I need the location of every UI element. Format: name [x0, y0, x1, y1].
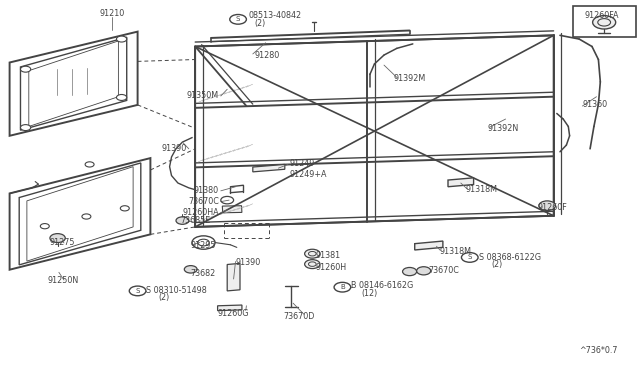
Text: 91210: 91210 [99, 9, 125, 17]
Circle shape [593, 16, 616, 29]
Text: 91295: 91295 [191, 241, 216, 250]
Text: 91380: 91380 [194, 186, 219, 195]
Text: (2): (2) [255, 19, 266, 28]
Text: 91381: 91381 [316, 251, 340, 260]
Circle shape [184, 266, 197, 273]
Circle shape [129, 286, 146, 296]
Text: 91260FA: 91260FA [584, 11, 619, 20]
Circle shape [116, 94, 127, 100]
Text: 91260G: 91260G [218, 309, 250, 318]
Circle shape [403, 267, 417, 276]
Text: ^736*0.7: ^736*0.7 [579, 346, 618, 355]
Text: 91392N: 91392N [488, 124, 519, 133]
Text: (2): (2) [492, 260, 503, 269]
Text: 91360: 91360 [582, 100, 607, 109]
Circle shape [334, 282, 351, 292]
Text: 73670D: 73670D [284, 312, 316, 321]
Circle shape [116, 36, 127, 42]
Text: S: S [236, 16, 240, 22]
Text: 91318M: 91318M [466, 185, 498, 194]
Polygon shape [227, 263, 240, 291]
Text: 91280: 91280 [255, 51, 280, 60]
Text: B: B [340, 284, 345, 290]
Text: 73670C: 73670C [188, 197, 219, 206]
Text: 91249+A: 91249+A [289, 170, 327, 179]
Bar [573, 6, 636, 37]
Circle shape [20, 125, 31, 131]
Text: B 08146-6162G: B 08146-6162G [351, 281, 413, 290]
Polygon shape [253, 164, 285, 172]
Polygon shape [448, 178, 474, 187]
Text: 91249: 91249 [289, 159, 315, 168]
Text: (12): (12) [362, 289, 378, 298]
Polygon shape [415, 241, 443, 250]
Circle shape [50, 234, 65, 243]
Circle shape [417, 267, 431, 275]
Text: 91260HA: 91260HA [182, 208, 219, 217]
Text: 73685E: 73685E [180, 216, 211, 225]
Text: S: S [468, 254, 472, 260]
Text: 91392M: 91392M [394, 74, 426, 83]
Text: 91390: 91390 [162, 144, 187, 153]
Text: 08513-40842: 08513-40842 [248, 11, 301, 20]
Text: 91275: 91275 [50, 238, 76, 247]
Text: 73670C: 73670C [429, 266, 460, 275]
Bar [222, 206, 242, 213]
Text: S: S [136, 288, 140, 294]
Text: S 08310-51498: S 08310-51498 [146, 286, 207, 295]
Text: 91350M: 91350M [187, 92, 219, 100]
Circle shape [230, 15, 246, 24]
Circle shape [20, 66, 31, 72]
Text: 73682: 73682 [191, 269, 216, 278]
Circle shape [539, 201, 556, 211]
Text: 91318M: 91318M [439, 247, 471, 256]
Circle shape [176, 217, 189, 224]
Circle shape [461, 253, 478, 262]
Text: S 08368-6122G: S 08368-6122G [479, 253, 541, 262]
Text: (2): (2) [159, 293, 170, 302]
Text: 91250N: 91250N [47, 276, 78, 285]
Circle shape [305, 249, 320, 258]
Text: 91260F: 91260F [538, 203, 567, 212]
Polygon shape [218, 305, 242, 311]
Text: 91260H: 91260H [316, 263, 347, 272]
Text: 91390: 91390 [236, 258, 260, 267]
Circle shape [305, 260, 320, 269]
